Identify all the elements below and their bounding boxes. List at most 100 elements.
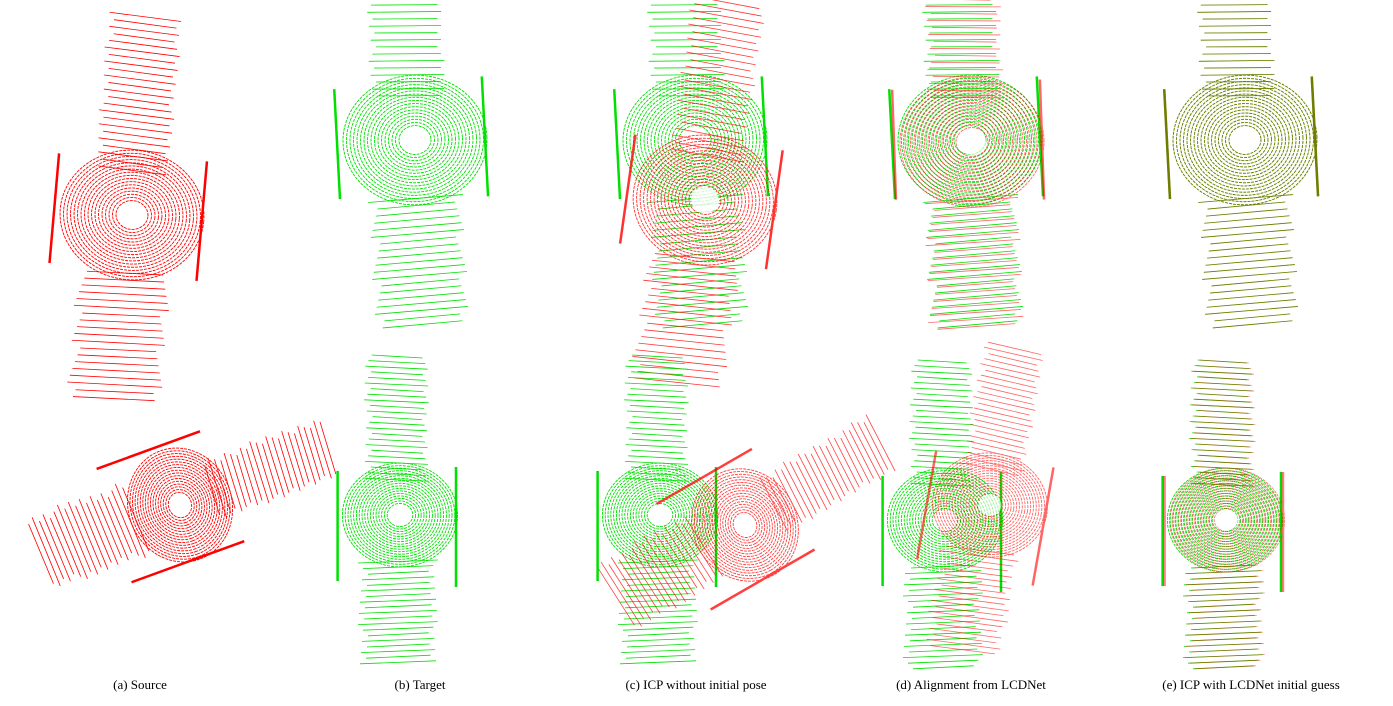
scan-line [368, 456, 425, 459]
scan-line [980, 364, 1041, 378]
scan-line [620, 661, 696, 664]
scan-line [908, 660, 978, 663]
scan-line [624, 616, 692, 619]
scan-line [1193, 371, 1253, 374]
scan-line [368, 633, 429, 636]
scan-line [1192, 638, 1259, 641]
scan-line [367, 8, 441, 15]
scan-line [103, 117, 170, 126]
scan-line [360, 661, 436, 664]
scan-line [1205, 306, 1298, 314]
scan-line [1197, 427, 1250, 430]
scan-line [626, 445, 688, 448]
scan-line [358, 622, 438, 625]
scan-line [368, 571, 429, 574]
scan-line [618, 622, 698, 625]
scan-line [1201, 2, 1268, 8]
scan-line [360, 599, 436, 602]
scan-line [626, 428, 687, 431]
scan-line [686, 52, 756, 65]
scan-line [966, 441, 1026, 455]
scan-line [374, 216, 460, 223]
scan-line [1204, 65, 1271, 71]
scan-line [369, 422, 424, 425]
scan-line [969, 413, 1033, 427]
scan-line [1208, 293, 1294, 300]
scan-line [376, 209, 458, 216]
scan-line [86, 502, 111, 564]
scan [602, 0, 804, 394]
scan-line [905, 571, 981, 574]
scan-line [363, 627, 433, 630]
scan-line [369, 57, 445, 64]
scan-line [911, 627, 976, 630]
scan-line [362, 638, 434, 641]
scan-line [694, 4, 762, 16]
point-cloud-panels [19, 0, 1327, 669]
scan-line [1204, 265, 1295, 273]
figure: (a) Source (b) Target (c) ICP without in… [0, 0, 1393, 706]
scan-line [375, 306, 468, 314]
scan-hole [400, 126, 429, 153]
scan-line [644, 327, 723, 341]
scan-line [903, 655, 983, 658]
scan-line [103, 131, 168, 140]
scan-line [692, 32, 757, 44]
scan-line [76, 387, 154, 397]
scan-line [372, 433, 422, 436]
scan-line [787, 462, 819, 514]
scan-line [379, 244, 459, 251]
scan-line [913, 416, 971, 419]
scan-line [68, 501, 97, 575]
scan-line [370, 405, 424, 408]
scan [1157, 0, 1327, 330]
scan-line [691, 46, 754, 58]
scan-line [73, 394, 155, 404]
scan-line [365, 383, 428, 386]
scan-line [1194, 615, 1257, 618]
scan-line [367, 394, 426, 397]
scan-line [1195, 416, 1253, 419]
scan-line [832, 438, 862, 487]
scan-line [917, 377, 967, 380]
scan-line [988, 342, 1042, 354]
scan-line [983, 347, 1043, 360]
scan-line [367, 411, 427, 414]
scan-line [1202, 271, 1297, 279]
scan-line [364, 616, 432, 619]
scan-line [54, 511, 81, 578]
scan-line [611, 556, 651, 622]
caption: (b) Target [395, 677, 446, 692]
scan-line [1197, 366, 1252, 369]
scan-line [279, 431, 303, 491]
scan-line [625, 383, 688, 386]
scan-line [368, 377, 426, 380]
scan-hole [117, 201, 147, 229]
scan-line [911, 371, 971, 374]
scan-line [380, 286, 462, 293]
scan-line [817, 446, 848, 496]
scan-line [912, 433, 971, 436]
scan-line [985, 370, 1036, 382]
scan-line [378, 293, 464, 300]
scan-line [1204, 216, 1290, 223]
scan-line [292, 433, 312, 482]
scan-line [1196, 461, 1251, 464]
scan-line [912, 450, 972, 453]
scan-line [1203, 223, 1292, 231]
scan-line [1207, 251, 1291, 258]
scan-line [652, 85, 724, 92]
scan-line [1187, 632, 1263, 635]
scan-line [909, 438, 974, 441]
scan-line [1201, 71, 1275, 78]
scan-line [619, 558, 653, 614]
scan-line [654, 530, 695, 597]
scan-line [624, 400, 688, 403]
scan-line [1189, 610, 1261, 613]
scan-line [855, 422, 887, 474]
scan-line [621, 650, 695, 653]
scan-line [67, 379, 162, 390]
scan-line [975, 431, 1024, 443]
scan-line [915, 366, 970, 369]
scan-line [1210, 286, 1292, 293]
